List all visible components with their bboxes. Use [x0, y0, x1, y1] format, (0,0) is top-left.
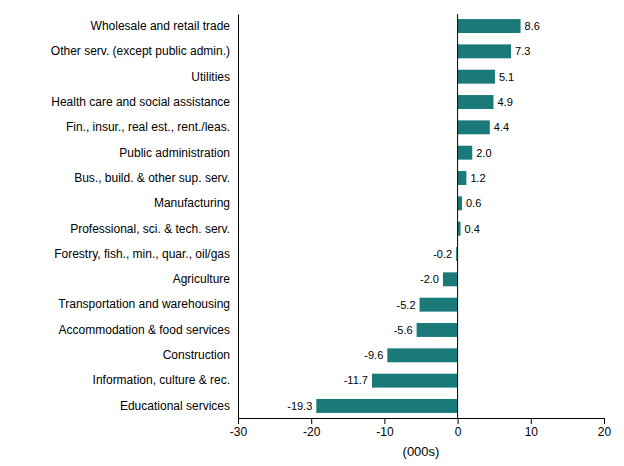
data-label: 8.6	[525, 20, 540, 32]
data-labels: -19.3 -11.7 -9.6 -5.6 -5.2 -2.0 -0.2 0.4 0.6 1.2 2…	[287, 20, 540, 412]
y-tick: Professional, sci. & tech. serv.	[70, 222, 230, 236]
x-tick-mark	[604, 418, 605, 424]
y-tick: Utilities	[191, 70, 230, 84]
data-label: -19.3	[287, 400, 312, 412]
y-tick: Wholesale and retail trade	[91, 19, 231, 33]
y-tick-label: Transportation and warehousing	[58, 297, 230, 311]
y-tick-label: Forestry, fish., min., quar., oil/gas	[54, 247, 230, 261]
x-tick: 0	[455, 418, 462, 439]
y-tick-label: Professional, sci. & tech. serv.	[70, 222, 230, 236]
y-tick: Forestry, fish., min., quar., oil/gas	[54, 247, 230, 261]
y-tick-label: Other serv. (except public admin.)	[51, 44, 230, 58]
data-label: 1.2	[470, 172, 485, 184]
data-label: 7.3	[515, 45, 530, 57]
bar	[420, 298, 458, 312]
data-label: 0.4	[465, 223, 480, 235]
y-tick: Manufacturing	[154, 196, 230, 210]
x-tick-label: -20	[303, 425, 321, 439]
x-tick-mark	[531, 418, 532, 424]
data-label: -5.6	[394, 324, 413, 336]
data-label: 4.9	[497, 96, 512, 108]
x-tick-mark	[384, 418, 385, 424]
data-label: 4.4	[494, 121, 509, 133]
x-tick-mark	[458, 418, 459, 424]
bar	[458, 146, 473, 160]
bar	[372, 374, 458, 388]
data-label: -5.2	[397, 299, 416, 311]
y-tick-label: Construction	[163, 348, 230, 362]
bar	[458, 95, 494, 109]
bar	[458, 70, 495, 84]
x-tick: -10	[376, 418, 394, 439]
y-tick-label: Utilities	[191, 70, 230, 84]
x-axis-title: (000s)	[403, 444, 440, 459]
y-tick-label: Agriculture	[173, 272, 231, 286]
zero-line	[457, 14, 458, 418]
data-label: -0.2	[433, 248, 452, 260]
bar	[458, 19, 521, 33]
y-tick: Educational services	[120, 399, 230, 413]
x-tick-label: -10	[376, 425, 394, 439]
y-tick-label: Health care and social assistance	[51, 95, 230, 109]
bar	[316, 399, 457, 413]
y-tick-label: Wholesale and retail trade	[91, 19, 231, 33]
bar	[443, 272, 458, 286]
data-label: -2.0	[420, 273, 439, 285]
y-tick: Information, culture & rec.	[93, 373, 230, 387]
bar	[387, 348, 457, 362]
x-tick: -30	[230, 418, 248, 439]
y-tick-label: Fin., insur., real est., rent./leas.	[66, 120, 230, 134]
bar	[458, 171, 467, 185]
y-tick: Accommodation & food services	[59, 323, 230, 337]
y-tick-label: Bus., build. & other sup. serv.	[74, 171, 230, 185]
x-tick-label: 0	[455, 425, 462, 439]
y-tick: Bus., build. & other sup. serv.	[74, 171, 230, 185]
x-tick-label: 20	[598, 425, 612, 439]
y-tick: Fin., insur., real est., rent./leas.	[66, 120, 230, 134]
x-tick: -20	[303, 418, 321, 439]
data-label: -9.6	[364, 349, 383, 361]
x-tick-label: -30	[230, 425, 248, 439]
x-axis-line	[239, 419, 605, 425]
data-label: 0.6	[466, 197, 481, 209]
y-tick: Other serv. (except public admin.)	[51, 44, 230, 58]
data-label: 5.1	[499, 71, 514, 83]
bar	[458, 120, 490, 134]
x-axis: -30 -20 -10 0 10 20	[230, 418, 612, 439]
y-tick-label: Public administration	[119, 146, 230, 160]
x-tick-mark	[238, 418, 239, 424]
plot: -30 -20 -10 0 10 20 Educational services Inform…	[51, 14, 612, 439]
y-tick: Agriculture	[173, 272, 231, 286]
y-tick: Transportation and warehousing	[58, 297, 230, 311]
bars	[316, 14, 520, 418]
bar	[458, 196, 462, 210]
bar	[417, 323, 458, 337]
data-label: -11.7	[344, 374, 368, 386]
data-label: 2.0	[476, 147, 491, 159]
y-tick-label: Educational services	[120, 399, 230, 413]
y-tick: Health care and social assistance	[51, 95, 230, 109]
bar	[458, 44, 511, 58]
y-tick: Public administration	[119, 146, 230, 160]
y-tick-label: Information, culture & rec.	[93, 373, 230, 387]
y-tick-label: Manufacturing	[154, 196, 230, 210]
y-tick: Construction	[163, 348, 230, 362]
x-tick: 10	[525, 418, 539, 439]
x-tick: 20	[598, 418, 612, 439]
x-tick-mark	[311, 418, 312, 424]
y-axis: Educational services Information, culture…	[51, 15, 239, 419]
y-tick-label: Accommodation & food services	[59, 323, 230, 337]
chart: -30 -20 -10 0 10 20 Educational services Inform…	[0, 0, 624, 466]
x-tick-label: 10	[525, 425, 539, 439]
y-axis-line	[238, 15, 239, 419]
